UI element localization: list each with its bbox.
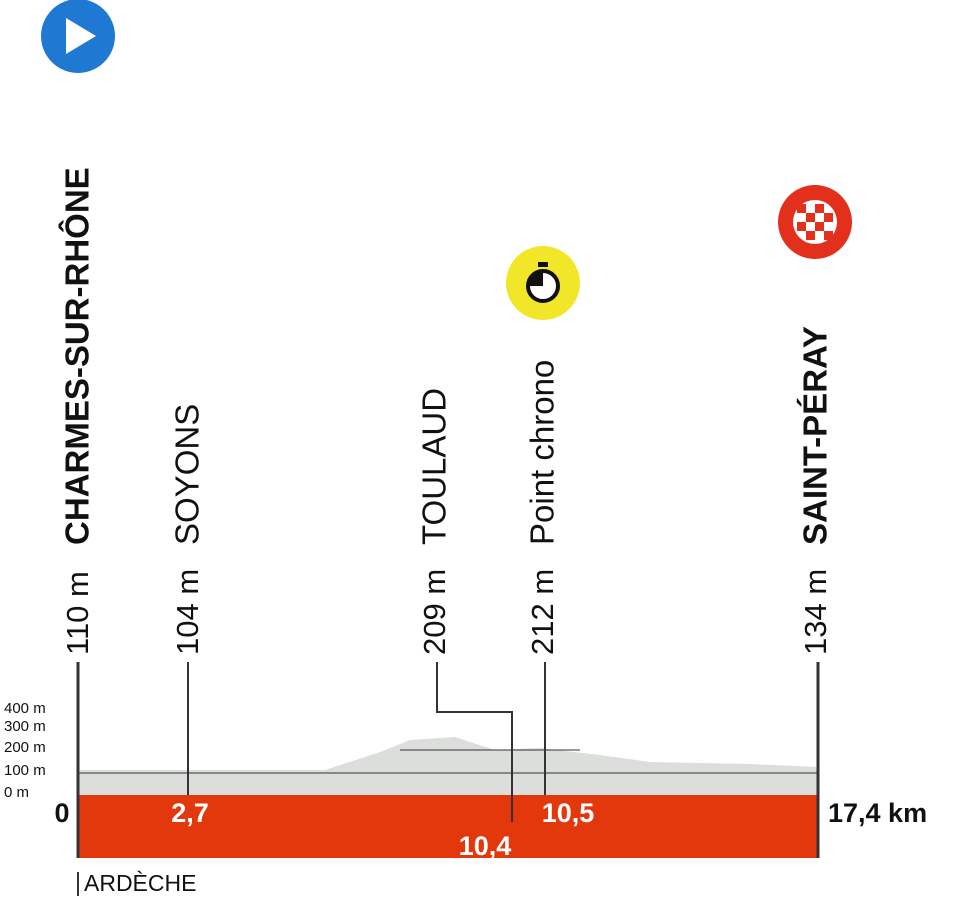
axis-label: 100 m <box>4 762 46 779</box>
altitude-label: 212 m <box>525 569 560 655</box>
axis-label: 0 m <box>4 784 29 801</box>
km-label: 2,7 <box>171 798 209 828</box>
marker-line <box>436 662 513 822</box>
km-label: 0 <box>54 798 69 828</box>
altitude-label: 110 m <box>60 571 95 655</box>
place-name: CHARMES-SUR-RHÔNE <box>58 167 96 545</box>
start-icon <box>41 0 115 73</box>
route-band <box>78 795 818 858</box>
altitude-label: 134 m <box>798 569 833 655</box>
finish-icon <box>778 185 852 259</box>
axis-label: 400 m <box>4 700 46 717</box>
km-label: 10,5 <box>542 798 595 828</box>
elevation-profile <box>78 737 818 795</box>
place-name: Point chrono <box>524 360 561 545</box>
km-label: 10,4 <box>459 831 512 861</box>
place-name: SOYONS <box>169 404 206 545</box>
region-label: ARDÈCHE <box>84 870 196 896</box>
place-name: SAINT-PÉRAY <box>797 326 834 545</box>
place-name: TOULAUD <box>416 388 453 545</box>
altitude-label: 104 m <box>170 569 205 655</box>
altitude-label: 209 m <box>417 569 452 655</box>
axis-label: 300 m <box>4 718 46 735</box>
axis-label: 200 m <box>4 739 46 756</box>
chrono-icon <box>506 246 580 320</box>
km-label: 17,4 km <box>828 798 927 828</box>
